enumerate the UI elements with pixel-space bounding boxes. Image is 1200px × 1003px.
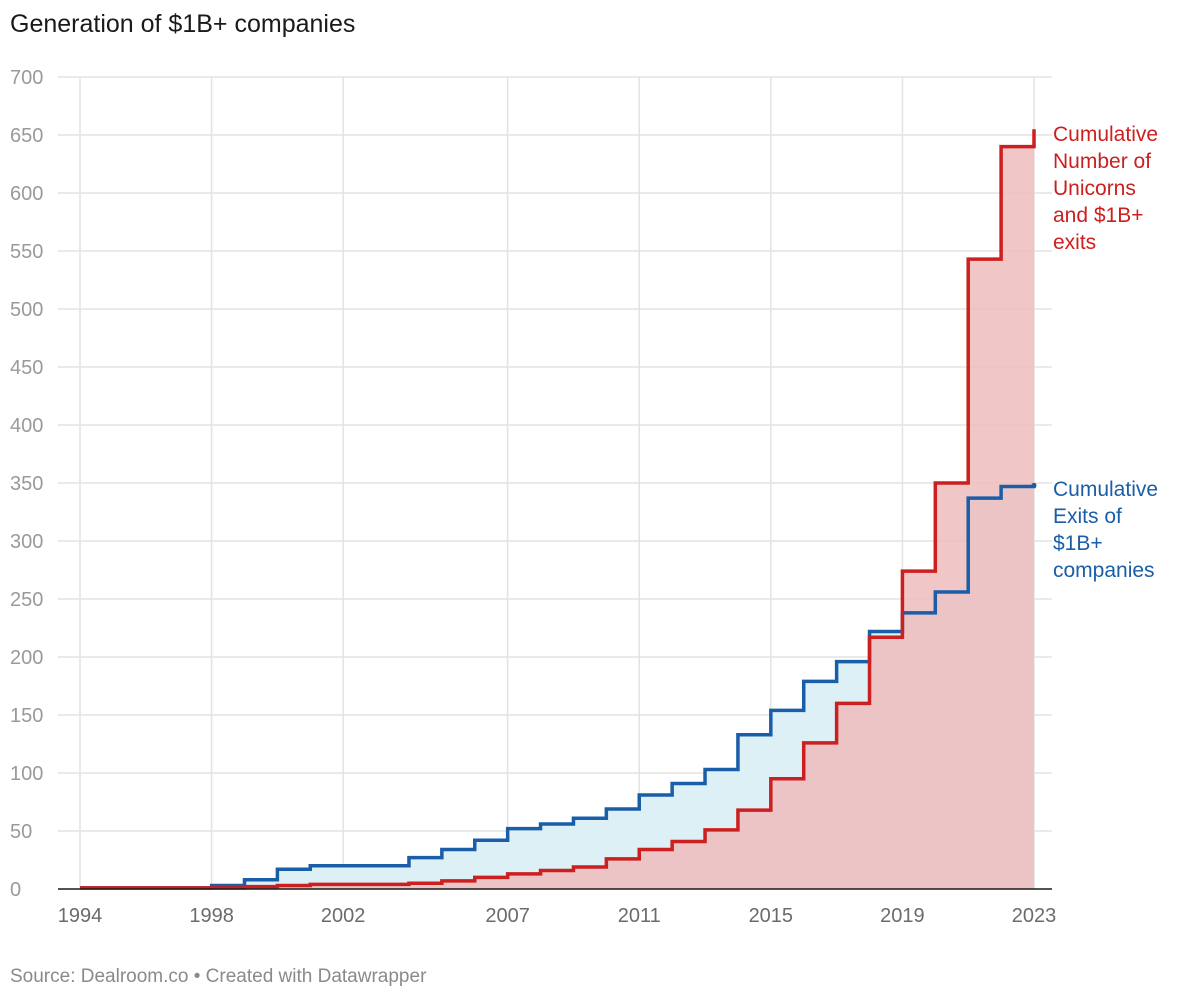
- series-label-line: Cumulative: [1053, 123, 1158, 146]
- series-label-line: and $1B+: [1053, 204, 1144, 227]
- x-tick-label: 2019: [880, 905, 925, 927]
- y-tick-label: 50: [10, 821, 32, 843]
- series-lines: [80, 129, 1037, 890]
- series-label-line: Number of: [1053, 150, 1151, 173]
- series-label-line: companies: [1053, 559, 1155, 582]
- y-tick-label: 300: [10, 531, 43, 553]
- y-tick-label: 700: [10, 67, 43, 89]
- y-tick-label: 350: [10, 473, 43, 495]
- source-note: Source: Dealroom.co • Created with Dataw…: [10, 966, 427, 987]
- x-tick-label: 1994: [58, 905, 103, 927]
- series-line: [80, 129, 1036, 890]
- chart: 0 50 100 150 200 250 300 350 400 450 500 550 600 650 7…: [10, 67, 1158, 927]
- y-tick-label: 600: [10, 183, 43, 205]
- series-label-line: exits: [1053, 231, 1096, 254]
- area-fill: [80, 129, 1034, 889]
- x-tick-label: 2015: [749, 905, 794, 927]
- y-tick-label: 0: [10, 879, 21, 901]
- y-tick-label: 450: [10, 357, 43, 379]
- y-tick-label: 500: [10, 299, 43, 321]
- y-tick-label: 550: [10, 241, 43, 263]
- series-label: Cumulative Number of Unicorns and $1B+ exits: [1053, 123, 1158, 254]
- y-tick-label: 250: [10, 589, 43, 611]
- x-tick-label: 2011: [618, 905, 661, 927]
- x-tick-label: 2007: [485, 905, 530, 927]
- x-tick-label: 2002: [321, 905, 366, 927]
- series-label: Cumulative Exits of $1B+ companies: [1053, 478, 1158, 582]
- series-labels: Cumulative Number of Unicorns and $1B+ exits…: [1053, 123, 1158, 582]
- x-axis-ticks: 1994 1998 2002 2007 2011 2015 2019 2023: [58, 905, 1057, 927]
- y-tick-label: 400: [10, 415, 43, 437]
- series-label-line: Unicorns: [1053, 177, 1136, 200]
- series-label-line: Exits of: [1053, 505, 1122, 528]
- y-tick-label: 100: [10, 763, 43, 785]
- x-tick-label: 2023: [1012, 905, 1057, 927]
- series-label-line: Cumulative: [1053, 478, 1158, 501]
- y-tick-label: 200: [10, 647, 43, 669]
- chart-title: Generation of $1B+ companies: [10, 10, 356, 38]
- area-fills: [80, 129, 1034, 889]
- y-tick-label: 150: [10, 705, 43, 727]
- y-tick-label: 650: [10, 125, 43, 147]
- series-label-line: $1B+: [1053, 532, 1103, 555]
- y-axis-ticks: 0 50 100 150 200 250 300 350 400 450 500 550 600 650 7…: [10, 67, 43, 901]
- series-endpoint: [1031, 482, 1037, 488]
- x-tick-label: 1998: [189, 905, 234, 927]
